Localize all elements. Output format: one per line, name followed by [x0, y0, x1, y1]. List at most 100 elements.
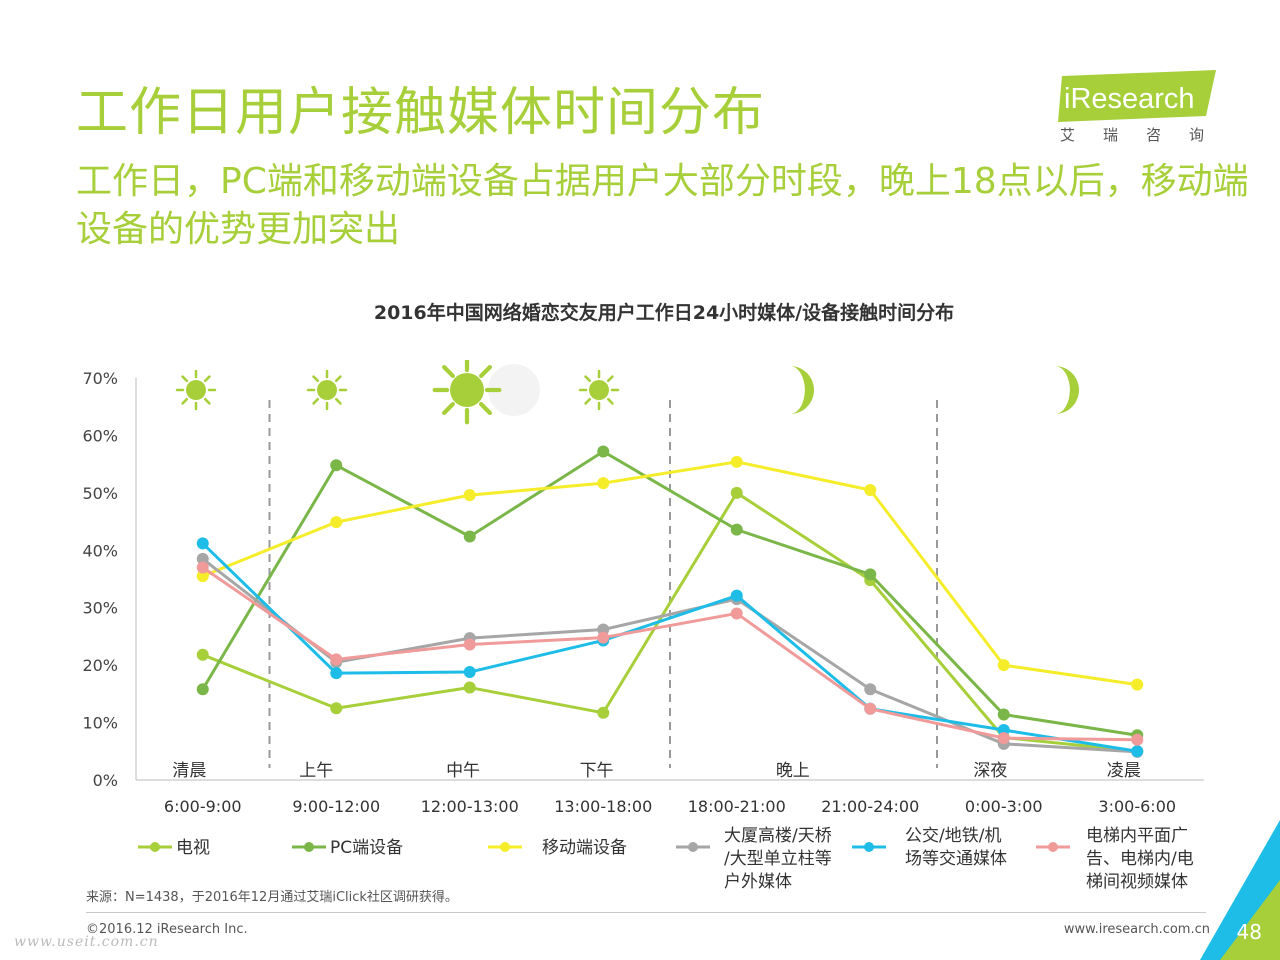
series-line [201, 566, 1138, 742]
legend-label: 场等交通媒体 [905, 849, 1007, 869]
logo-chinese: 艾瑞咨询 [1060, 126, 1233, 144]
data-point [1131, 733, 1144, 746]
data-point [463, 530, 476, 543]
sun-ray [203, 375, 211, 383]
series-line [202, 491, 1138, 753]
data-point [597, 445, 610, 458]
data-point [730, 455, 743, 468]
data-point [1131, 745, 1144, 758]
legend-label: 户外媒体 [724, 872, 792, 892]
data-point [196, 561, 209, 574]
icon-layer [175, 360, 1079, 425]
period-label: 晚上 [776, 761, 810, 781]
sun-disc [589, 380, 609, 400]
sun-ray [203, 397, 211, 405]
legend-label: 告、电梯内/电 [1086, 849, 1194, 869]
legend-label: /大型单立柱等 [724, 849, 832, 869]
x-tick-label: 9:00-12:00 [292, 797, 380, 816]
cloud-icon [488, 364, 540, 416]
sun-ray [334, 397, 342, 405]
legend-swatch-dot [1048, 842, 1058, 852]
sun-ray [442, 365, 455, 378]
page-number: 48 [1236, 920, 1262, 944]
data-point [330, 653, 343, 666]
legend-swatch-dot [150, 842, 160, 852]
website-link[interactable]: www.iresearch.com.cn [1063, 922, 1210, 937]
period-label: 中午 [446, 761, 480, 781]
sun-ray [442, 402, 455, 415]
axis-layer: 0% 10% 20% 30% 40% 50% 60% 70% 6:00-9:00 9:00-12:… [82, 369, 1204, 816]
sun-icon [175, 369, 217, 411]
sun-ray [479, 365, 492, 378]
line-chart: 0% 10% 20% 30% 40% 50% 60% 70% 6:00-9:00 9:00-12:… [82, 360, 1204, 892]
sun-disc [317, 380, 337, 400]
chart-title: 2016年中国网络婚恋交友用户工作日24小时媒体/设备接触时间分布 [373, 302, 955, 324]
copyright-text: ©2016.12 iResearch Inc. [86, 922, 248, 937]
y-tick-label: 30% [82, 599, 118, 618]
legend-swatch-dot [500, 842, 510, 852]
data-point [330, 702, 343, 715]
footer-divider [86, 912, 1206, 913]
data-point [997, 659, 1010, 672]
sun-icon [306, 369, 348, 411]
sun-ray [606, 397, 614, 405]
iresearch-logo: iResearch [1058, 70, 1216, 122]
data-point [196, 537, 209, 550]
series-line [202, 460, 1138, 687]
data-point [196, 552, 209, 565]
sun-ray [584, 375, 592, 383]
legend-label: 电梯内平面广 [1086, 826, 1188, 846]
moon-icon [1055, 366, 1079, 414]
sun-ray [606, 375, 614, 383]
legend-label: 梯间视频媒体 [1086, 872, 1188, 892]
series-line [201, 450, 1138, 737]
data-point [864, 702, 877, 715]
data-point [730, 486, 743, 499]
legend-swatch-dot [304, 842, 314, 852]
data-point [730, 589, 743, 602]
y-tick-label: 40% [82, 541, 118, 560]
data-point [330, 516, 343, 529]
legend-swatch-dot [864, 842, 874, 852]
page-subtitle: 工作日，PC端和移动端设备占据用户大部分时段，晚上18点以后，移动端设备的优势更… [76, 161, 1249, 250]
data-point [864, 483, 877, 496]
x-tick-label: 18:00-21:00 [688, 797, 786, 816]
x-tick-label: 0:00-3:00 [965, 797, 1043, 816]
data-point [330, 667, 343, 680]
sun-icon [578, 369, 620, 411]
series-layer [196, 445, 1144, 758]
sun-icon [432, 360, 502, 425]
watermark: www.useit.com.cn [14, 934, 159, 950]
period-label: 下午 [580, 761, 614, 781]
data-point [597, 706, 610, 719]
data-point [463, 489, 476, 502]
data-point [864, 568, 877, 581]
y-tick-label: 20% [82, 656, 118, 675]
legend-label: PC端设备 [330, 838, 403, 858]
legend-label: 电视 [176, 838, 210, 858]
sun-ray [334, 375, 342, 383]
corner-decoration [1200, 820, 1280, 960]
sun-disc [186, 380, 206, 400]
moon-icon [790, 366, 814, 414]
series-line [201, 542, 1138, 753]
data-point [196, 570, 209, 583]
data-point [730, 523, 743, 536]
sun-ray [584, 397, 592, 405]
data-point [463, 681, 476, 694]
data-point [864, 683, 877, 696]
legend-label: 移动端设备 [542, 838, 627, 858]
logo-text: iResearch [1064, 83, 1195, 115]
sun-ray [312, 397, 320, 405]
sun-ray [181, 397, 189, 405]
legend-swatch-dot [688, 842, 698, 852]
period-label: 深夜 [973, 761, 1007, 781]
legend-label: 大厦高楼/天桥 [724, 826, 832, 846]
sun-ray [479, 402, 492, 415]
legend-label: 公交/地铁/机 [905, 826, 1001, 846]
x-tick-label: 21:00-24:00 [821, 797, 919, 816]
data-point [463, 638, 476, 651]
data-point [330, 459, 343, 472]
data-point [196, 683, 209, 696]
